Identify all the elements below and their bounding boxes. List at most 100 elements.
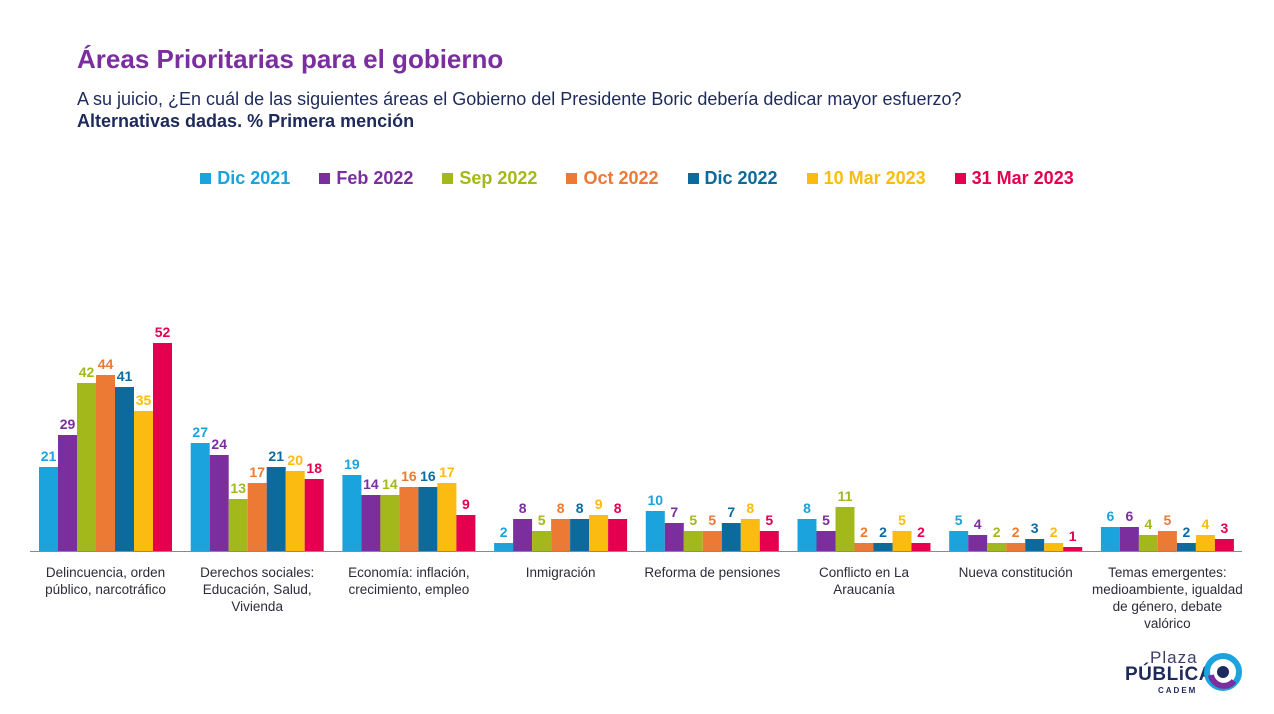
category-label: Derechos sociales: Educación, Salud, Viv… [200, 565, 315, 614]
bar [683, 531, 703, 551]
bar-value-label: 11 [838, 488, 853, 504]
speech-bubble-icon [1204, 653, 1242, 691]
bar [153, 343, 172, 551]
bar-value-label: 20 [287, 452, 303, 468]
bar-value-label: 2 [1012, 524, 1020, 540]
bar-value-label: 17 [249, 464, 265, 480]
bar [797, 519, 817, 551]
bar [740, 519, 760, 551]
legend-swatch [319, 173, 331, 184]
bar-value-label: 2 [993, 524, 1001, 540]
legend-label: Oct 2022 [583, 168, 659, 188]
category-label: Conflicto en La Araucanía [818, 565, 910, 597]
bar-value-label: 16 [420, 468, 436, 484]
bar-value-label: 3 [1221, 520, 1229, 536]
bar-value-label: 3 [1031, 520, 1039, 536]
bar-value-label: 14 [363, 476, 379, 492]
bar [58, 435, 77, 551]
bar [664, 523, 684, 551]
bar [1176, 543, 1196, 551]
bar [437, 483, 457, 551]
legend-swatch [806, 173, 818, 184]
bar [494, 543, 514, 551]
category-label: Inmigración [525, 565, 596, 580]
legend-item: Oct 2022 [566, 168, 659, 189]
logo-plaza-text: Plaza [1150, 648, 1198, 667]
bar-value-label: 21 [268, 448, 284, 464]
bar [911, 543, 931, 551]
bar [380, 495, 400, 551]
bar [759, 531, 779, 551]
category-label: Temas emergentes: medioambiente, igualda… [1091, 565, 1243, 631]
bar-value-label: 8 [614, 500, 622, 516]
bar [456, 515, 476, 551]
bar [115, 387, 134, 551]
bar-value-label: 24 [211, 436, 227, 452]
bar-value-label: 17 [439, 464, 455, 480]
logo-publica-text: PÚBLiCA [1125, 664, 1213, 685]
legend-label: 10 Mar 2023 [823, 168, 926, 188]
legend-item: 10 Mar 2023 [806, 168, 926, 189]
legend-label: Feb 2022 [336, 168, 414, 188]
category-label: Nueva constitución [958, 565, 1073, 580]
bar [816, 531, 836, 551]
question-text: A su juicio, ¿En cuál de las siguientes … [77, 89, 962, 109]
bar-value-label: 1 [1069, 528, 1077, 544]
bar [721, 523, 741, 551]
legend-label: Dic 2021 [217, 168, 291, 188]
bar-value-label: 2 [1050, 524, 1058, 540]
bar [77, 383, 96, 551]
bar-value-label: 4 [1145, 516, 1153, 532]
bar [532, 531, 552, 551]
bar [987, 543, 1007, 551]
legend-swatch [200, 173, 212, 184]
bar-value-label: 8 [519, 500, 527, 516]
bar-value-label: 27 [192, 424, 208, 440]
bar [702, 531, 722, 551]
bar [39, 467, 58, 551]
bar-value-label: 19 [344, 456, 360, 472]
bar [285, 471, 305, 551]
bar [266, 467, 286, 551]
bar [854, 543, 874, 551]
bar-value-label: 41 [117, 368, 133, 384]
bar [1119, 527, 1139, 551]
bar [209, 455, 229, 551]
bar-value-label: 29 [60, 416, 76, 432]
legend-swatch [442, 173, 454, 184]
bar-value-label: 2 [879, 524, 887, 540]
bar-value-label: 5 [1164, 512, 1172, 528]
bar [1025, 539, 1045, 551]
bar-value-label: 5 [765, 512, 773, 528]
bar-value-label: 9 [462, 496, 470, 512]
legend-label: Dic 2022 [704, 168, 778, 188]
category-label: Delincuencia, orden público, narcotráfic… [45, 565, 166, 597]
page-title: Áreas Prioritarias para el gobierno [77, 44, 504, 74]
bar [551, 519, 571, 551]
bar [892, 531, 912, 551]
bar-value-label: 13 [230, 480, 246, 496]
bar [228, 499, 248, 551]
bar [589, 515, 609, 551]
bar-value-label: 52 [155, 324, 171, 340]
bar-value-label: 7 [670, 504, 678, 520]
legend-swatch [954, 173, 966, 184]
bar [96, 375, 115, 551]
bar [1214, 539, 1234, 551]
legend-item: Dic 2021 [200, 168, 290, 189]
bar [1195, 535, 1215, 551]
legend-swatch [687, 173, 699, 184]
bar-value-label: 8 [746, 500, 754, 516]
bar-value-label: 9 [595, 496, 603, 512]
legend-item: 31 Mar 2023 [954, 168, 1074, 189]
bar-value-label: 5 [689, 512, 697, 528]
bar [1100, 527, 1120, 551]
bar-value-label: 16 [401, 468, 417, 484]
legend-item: Dic 2022 [687, 168, 778, 189]
logo-cadem-text: CADEM [1158, 686, 1198, 695]
bar-value-label: 2 [860, 524, 868, 540]
bar [570, 519, 590, 551]
bar [342, 475, 362, 551]
bar [247, 483, 267, 551]
